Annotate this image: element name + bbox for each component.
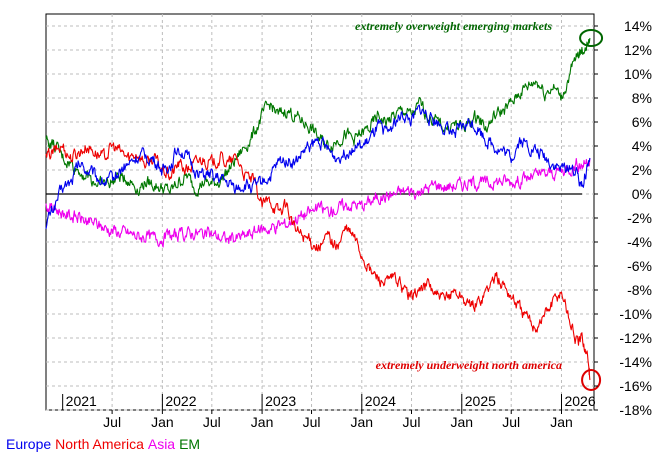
y-tick-label: -12% (619, 330, 652, 346)
y-tick-label: 10% (624, 66, 652, 82)
x-month-label: Jan (450, 414, 473, 430)
x-month-label: Jan (251, 414, 274, 430)
x-month-label: Jul (103, 414, 121, 430)
plot-area-frame (45, 13, 595, 411)
grid-layer (46, 14, 594, 411)
y-tick-label: -6% (627, 258, 652, 274)
y-tick-label: -14% (619, 354, 652, 370)
y-tick-label: -18% (619, 402, 652, 418)
x-year-label: 2022 (165, 393, 196, 409)
line-chart: extremely overweight emerging markets ext… (45, 13, 652, 430)
x-year-label: 2024 (365, 393, 396, 409)
axis-layer: 14% 12% 10% 8% 6% 4% 2% 0% -2% -4% -6% -8% -10% -12% -… (62, 18, 652, 430)
y-tick-label: -16% (619, 378, 652, 394)
x-month-label: Jul (502, 414, 520, 430)
y-tick-label: 6% (632, 114, 652, 130)
annotation-layer: extremely overweight emerging markets ext… (355, 19, 604, 391)
y-tick-label: 14% (624, 18, 652, 34)
legend-item-asia: Asia (147, 436, 176, 452)
legend-item-em: EM (179, 436, 201, 452)
y-tick-label: 4% (632, 138, 652, 154)
annotation-label: extremely overweight emerging markets (355, 19, 552, 33)
x-month-label: Jan (151, 414, 174, 430)
x-month-label: Jan (351, 414, 374, 430)
x-year-label: 2026 (564, 393, 595, 409)
y-tick-label: 0% (632, 186, 652, 202)
y-tick-label: -8% (627, 282, 652, 298)
annotation-circle (579, 29, 604, 47)
y-tick-label: -2% (627, 210, 652, 226)
x-month-label: Jul (203, 414, 221, 430)
series-line-em (45, 37, 591, 197)
chart-legend: Europe North America Asia EM (6, 436, 204, 452)
annotation-circle (581, 369, 602, 391)
y-tick-label: 12% (624, 42, 652, 58)
legend-item-europe: Europe (6, 436, 52, 452)
x-year-label: 2021 (66, 393, 97, 409)
legend-item-north-america: North America (55, 436, 144, 452)
annotation-label: extremely underweight north america (376, 358, 562, 372)
y-tick-label: -10% (619, 306, 652, 322)
series-line-asia (45, 157, 591, 248)
series-layer (45, 37, 591, 381)
x-year-label: 2023 (265, 393, 296, 409)
x-year-label: 2025 (465, 393, 496, 409)
x-month-label: Jan (550, 414, 573, 430)
series-line-europe (45, 104, 591, 230)
y-tick-label: 8% (632, 90, 652, 106)
x-month-label: Jul (403, 414, 421, 430)
x-month-label: Jul (303, 414, 321, 430)
y-tick-label: -4% (627, 234, 652, 250)
y-tick-label: 2% (632, 162, 652, 178)
